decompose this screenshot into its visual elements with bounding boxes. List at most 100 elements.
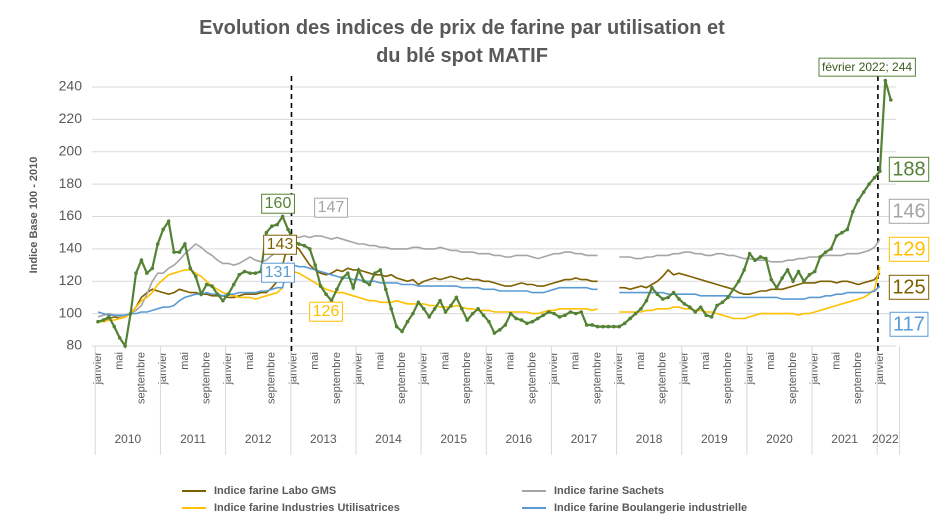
legend-label: Indice farine Labo GMS	[214, 485, 336, 497]
data-point	[519, 318, 524, 322]
data-point	[557, 315, 562, 319]
data-point	[123, 344, 127, 348]
data-point	[134, 271, 138, 275]
data-point	[107, 315, 111, 319]
data-point	[850, 209, 855, 214]
data-point	[96, 319, 100, 324]
y-tick-label: 240	[59, 78, 83, 94]
y-tick-label: 140	[59, 240, 83, 256]
data-point	[541, 313, 546, 318]
data-point	[888, 98, 893, 102]
data-point	[753, 258, 757, 263]
data-point	[324, 292, 328, 297]
data-point	[345, 271, 350, 275]
data-point	[508, 311, 513, 316]
y-axis-title: Indice Base 100 - 2010	[28, 157, 40, 274]
data-point	[460, 306, 464, 311]
series-line	[97, 243, 881, 323]
x-tick-label: janvier	[222, 352, 234, 386]
data-point	[639, 306, 643, 311]
data-point	[394, 324, 399, 329]
data-point	[476, 306, 480, 311]
year-label: 2022	[872, 432, 899, 446]
data-point	[546, 310, 551, 314]
data-point	[492, 331, 497, 335]
data-point	[210, 284, 214, 288]
data-point	[101, 318, 106, 322]
x-tick-label: mai	[179, 352, 191, 370]
data-label: 125	[892, 276, 925, 298]
data-point	[307, 247, 312, 251]
x-tick-label: janvier	[483, 352, 495, 386]
data-point	[318, 284, 323, 288]
data-point	[145, 271, 149, 275]
data-point	[150, 266, 155, 271]
year-label: 2014	[375, 432, 402, 446]
y-tick-label: 200	[59, 142, 83, 158]
x-tick-label: janvier	[874, 352, 886, 386]
data-point	[297, 242, 301, 246]
data-point	[487, 319, 491, 324]
data-point	[601, 324, 605, 329]
data-point	[655, 292, 660, 297]
data-point	[470, 311, 475, 316]
data-point	[715, 303, 719, 308]
data-point	[411, 311, 415, 316]
year-label: 2018	[636, 432, 663, 446]
data-point	[617, 324, 622, 329]
data-point	[861, 190, 866, 195]
data-point	[128, 311, 133, 316]
data-point	[606, 324, 611, 329]
data-point	[726, 295, 730, 300]
data-point	[633, 311, 638, 316]
x-tick-label: janvier	[353, 352, 365, 386]
data-label: 160	[265, 195, 292, 212]
data-point	[823, 250, 828, 254]
data-point	[764, 256, 768, 261]
x-tick-label: mai	[635, 352, 647, 370]
x-tick-label: mai	[439, 352, 451, 370]
x-tick-label: mai	[374, 352, 386, 370]
data-point	[427, 315, 432, 319]
year-label: 2017	[571, 432, 598, 446]
x-tick-label: janvier	[157, 352, 169, 386]
data-point	[275, 222, 279, 227]
label-box	[261, 193, 295, 214]
data-point	[454, 295, 459, 300]
year-label: 2019	[701, 432, 728, 446]
y-tick-label: 180	[59, 175, 83, 191]
data-point	[514, 316, 518, 321]
data-point	[704, 313, 708, 318]
data-point	[166, 219, 171, 224]
data-point	[709, 315, 714, 319]
x-tick-label: septembre	[722, 352, 734, 404]
x-tick-label: janvier	[287, 352, 299, 386]
data-point	[628, 316, 632, 321]
data-point	[498, 328, 502, 332]
x-tick-label: septembre	[461, 352, 473, 404]
year-label: 2016	[505, 432, 532, 446]
data-point	[878, 169, 882, 173]
x-tick-label: septembre	[852, 352, 864, 404]
data-point	[682, 302, 687, 306]
data-point	[872, 175, 877, 180]
x-tick-label: septembre	[526, 352, 538, 404]
data-point	[530, 319, 535, 324]
x-tick-label: mai	[700, 352, 712, 370]
data-point	[373, 271, 377, 275]
data-point	[818, 255, 822, 259]
data-point	[612, 324, 616, 329]
data-point	[568, 310, 573, 314]
data-point	[422, 306, 426, 311]
data-point	[758, 255, 763, 259]
y-tick-label: 100	[59, 304, 83, 320]
data-point	[883, 78, 888, 83]
data-point	[829, 247, 833, 251]
data-point	[231, 282, 236, 287]
data-point	[432, 306, 437, 311]
data-point	[443, 310, 448, 314]
data-point	[845, 227, 850, 232]
data-point	[253, 271, 258, 275]
x-tick-label: janvier	[744, 352, 756, 386]
series-line	[97, 262, 881, 316]
